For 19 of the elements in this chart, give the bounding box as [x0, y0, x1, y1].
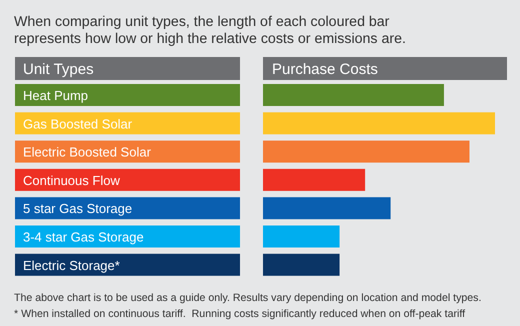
bar	[263, 168, 366, 191]
bar	[263, 254, 340, 276]
y-tick-label: Heat Pump	[23, 88, 88, 103]
bar	[263, 84, 444, 106]
y-tick-label: Electric Storage*	[23, 258, 120, 273]
chart-title: When comparing unit types, the length of each coloured bar represents how low or high the relative costs or emissions are.	[14, 14, 406, 47]
y-tick-label: Continuous Flow	[23, 172, 120, 188]
y-tick-label: Electric Boosted Solar	[23, 144, 152, 160]
y-axis-title: Unit Types	[23, 61, 94, 78]
bar	[263, 226, 340, 248]
x-axis-title: Purchase Costs	[272, 61, 378, 78]
text: * When installed on continuous tariff. Running costs significantly reduced when on off-peak tariff	[14, 308, 466, 320]
bar	[263, 112, 495, 134]
y-tick-label: 3-4 star Gas Storage	[23, 230, 144, 244]
y-tick-label: Gas Boosted Solar	[23, 116, 133, 132]
y-tick-label: 5 star Gas Storage	[23, 201, 132, 216]
text: The above chart is to be used as a guide only. Results vary depending on location and model types.	[14, 292, 482, 304]
bar	[263, 197, 391, 220]
bar	[263, 140, 470, 163]
